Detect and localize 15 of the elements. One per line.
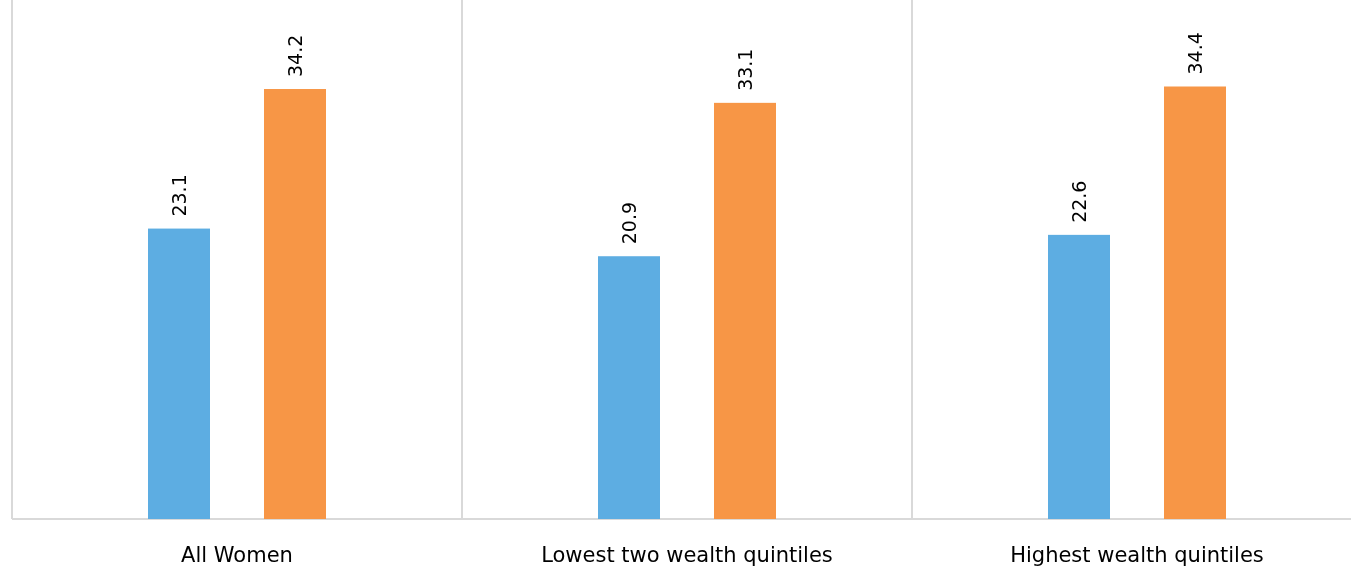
bar <box>264 89 326 519</box>
data-label: 20.9 <box>618 201 640 245</box>
x-tick-label: Lowest two wealth quintiles <box>541 543 833 567</box>
data-label: 34.4 <box>1184 32 1206 75</box>
bar <box>1164 86 1226 519</box>
data-label: 23.1 <box>168 174 190 217</box>
data-label: 22.6 <box>1068 180 1090 223</box>
x-tick-label: All Women <box>181 543 293 567</box>
bar <box>148 228 210 519</box>
data-label: 34.2 <box>284 34 306 78</box>
bar <box>714 102 776 519</box>
bar <box>598 256 660 519</box>
data-label: 33.1 <box>734 48 756 91</box>
bar <box>1048 234 1110 519</box>
x-tick-label: Highest wealth quintiles <box>1010 543 1264 567</box>
